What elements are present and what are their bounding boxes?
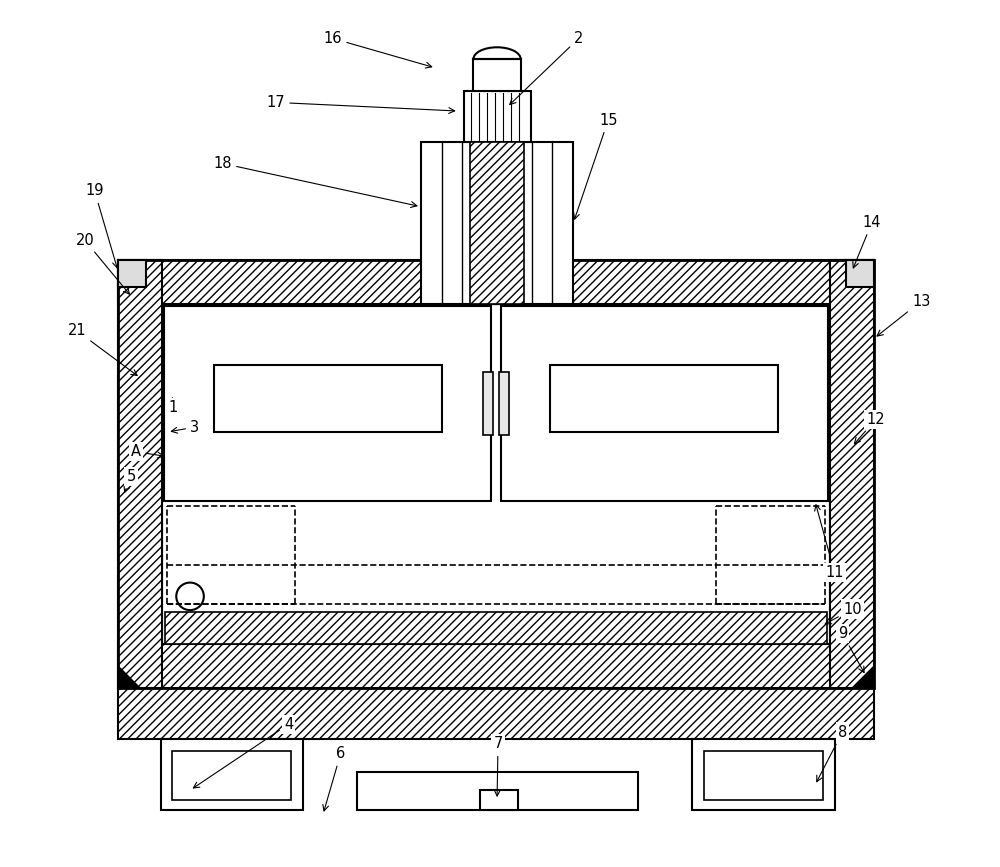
Bar [846, 260, 874, 287]
Bar [480, 790, 518, 810]
Text: 13: 13 [877, 294, 930, 336]
Text: 9: 9 [838, 626, 864, 673]
Text: 14: 14 [853, 215, 881, 268]
Bar [118, 643, 874, 688]
Text: 3: 3 [171, 420, 200, 434]
Text: 4: 4 [193, 717, 293, 788]
Bar [172, 751, 291, 800]
Bar [830, 260, 874, 688]
Text: A: A [131, 444, 163, 460]
Text: 15: 15 [574, 113, 617, 219]
Text: 10: 10 [825, 602, 862, 624]
Polygon shape [852, 666, 874, 688]
Text: 6: 6 [323, 746, 345, 811]
Bar [161, 739, 303, 810]
Bar [483, 371, 493, 435]
Text: 19: 19 [85, 184, 118, 268]
Bar [165, 612, 827, 643]
Bar [692, 739, 835, 810]
Bar [214, 365, 442, 432]
Bar [550, 365, 778, 432]
Text: 2: 2 [510, 31, 583, 105]
Text: 7: 7 [493, 736, 503, 796]
Text: 11: 11 [815, 505, 844, 580]
Text: 8: 8 [817, 725, 847, 782]
Bar [473, 59, 521, 90]
Bar [118, 260, 874, 688]
Bar [162, 304, 830, 643]
Bar [421, 141, 573, 304]
Bar [499, 371, 509, 435]
Text: 12: 12 [854, 412, 885, 444]
Bar [164, 306, 491, 501]
Text: 17: 17 [266, 95, 455, 114]
Bar [464, 90, 531, 141]
Bar [470, 141, 524, 304]
Text: 20: 20 [75, 232, 129, 294]
Bar [501, 306, 828, 501]
Bar [357, 772, 638, 810]
Text: 18: 18 [213, 156, 417, 207]
Text: 16: 16 [323, 31, 432, 68]
Bar [118, 688, 874, 739]
Bar [118, 260, 874, 304]
Text: 21: 21 [68, 323, 137, 375]
Bar [704, 751, 823, 800]
Text: 1: 1 [169, 398, 178, 415]
Text: 5: 5 [124, 469, 136, 492]
Bar [118, 260, 162, 688]
Polygon shape [118, 666, 140, 688]
Bar [118, 260, 146, 287]
